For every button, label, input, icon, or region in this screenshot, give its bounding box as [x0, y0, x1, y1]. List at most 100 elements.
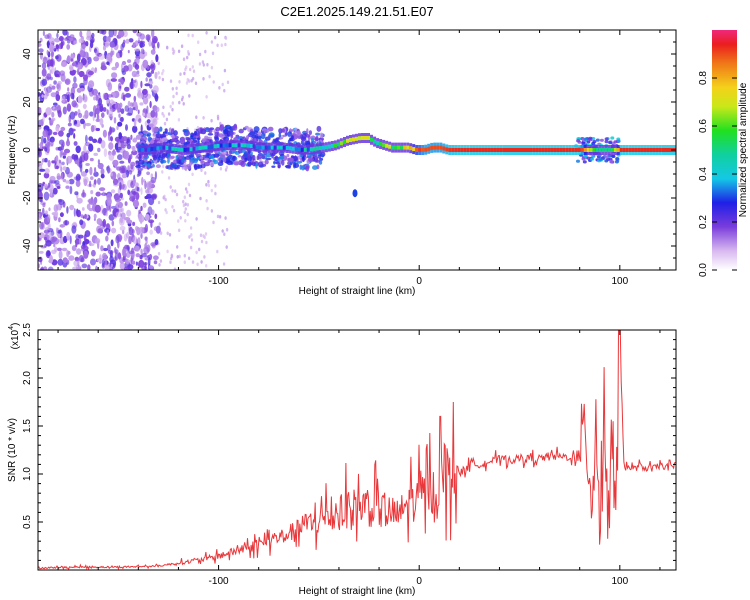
- spectrogram-ridge-core: [640, 148, 644, 152]
- spectrogram-noise-blob: [60, 126, 66, 132]
- spectrogram-noise-blob: [48, 232, 53, 241]
- spectrogram-noise-blob: [90, 258, 96, 266]
- spectrogram-ridge-core: [547, 148, 551, 152]
- spectrogram-noise-blob: [153, 37, 157, 44]
- spectrogram-noise-blob: [183, 195, 186, 199]
- spectrogram-noise-blob: [86, 203, 91, 210]
- spectrogram-noise-blob: [147, 257, 151, 267]
- spectrogram-ridge-core: [475, 148, 479, 152]
- spectrogram-noise-blob: [135, 253, 141, 258]
- spectrogram-noise-blob: [125, 124, 128, 131]
- spectrogram-noise-blob: [101, 258, 105, 268]
- spectrogram-noise-blob: [148, 219, 155, 224]
- colorbar-ticks: 0.0 0.2 0.4 0.6 0.8: [698, 71, 737, 277]
- spectrogram-noise-blob: [41, 62, 47, 70]
- spectrogram-ridge-core: [385, 143, 389, 148]
- spectrogram-noise-blob: [85, 134, 88, 144]
- spectrogram-noise-blob: [157, 61, 160, 65]
- spectrogram-noise-blob: [62, 155, 66, 159]
- spectrogram-noise-blob: [92, 112, 95, 122]
- spectrogram-noise-blob: [162, 69, 165, 73]
- spectrogram-scatter-blob: [183, 165, 188, 171]
- spectrogram-noise-blob: [82, 94, 88, 103]
- spectrogram-noise-blob: [69, 111, 76, 120]
- spectrogram-noise-blob: [207, 179, 210, 184]
- spectrogram-ridge-core: [231, 143, 235, 148]
- spectrogram-ridge-core: [144, 147, 148, 152]
- spectrogram-ridge-core: [201, 145, 205, 150]
- spectrogram-noise-blob: [178, 80, 181, 84]
- spectrogram-noise-blob: [117, 154, 123, 161]
- spectrogram-marks: [38, 30, 676, 270]
- spectrogram-noise-blob: [214, 184, 217, 188]
- spectrogram-ridge-core: [466, 148, 470, 152]
- spectrogram-noise-blob: [112, 178, 119, 186]
- spectrogram-noise-blob: [71, 225, 77, 234]
- spectrogram-noise-blob: [120, 63, 124, 70]
- spectrogram-ridge-core: [604, 148, 608, 152]
- spectrogram-scatter-blob: [295, 130, 302, 136]
- spectrogram-noise-blob: [110, 78, 118, 82]
- spectrogram-noise-blob: [226, 80, 230, 85]
- spectrogram-noise-blob: [154, 106, 160, 113]
- spectrogram-scatter-blob: [315, 158, 319, 162]
- spectrogram-noise-blob: [119, 216, 124, 224]
- y-tick-label: 1.0: [22, 467, 33, 481]
- spectrogram-noise-blob: [46, 250, 51, 257]
- spectrogram-ridge-core: [330, 144, 334, 148]
- spectrogram-noise-blob: [58, 199, 65, 205]
- spectrogram-scatter-blob: [219, 124, 225, 131]
- spectrogram-noise-blob: [102, 129, 107, 138]
- spectrogram-noise-blob: [66, 31, 69, 37]
- spectrogram-noise-blob: [62, 235, 68, 244]
- spectrogram-scatter-blob: [183, 129, 189, 132]
- spectrogram-noise-blob: [146, 244, 151, 253]
- spectrogram-noise-blob: [114, 136, 120, 142]
- spectrogram-ridge-core: [327, 144, 331, 149]
- spectrogram-ridge-core: [352, 137, 355, 142]
- spectrogram-noise-blob: [162, 114, 166, 118]
- spectrogram-noise-blob: [61, 247, 68, 252]
- spectrogram-noise-blob: [121, 173, 127, 179]
- spectrogram-ridge-core: [451, 148, 455, 152]
- spectrogram-noise-blob: [124, 201, 128, 206]
- spectrogram-noise-blob: [110, 189, 116, 194]
- spectrogram-noise-blob: [73, 260, 79, 267]
- spectrogram-noise-blob: [62, 30, 68, 36]
- spectrogram-noise-blob: [65, 185, 70, 189]
- spectrogram-noise-blob: [69, 37, 74, 42]
- spectrogram-ridge-core: [484, 148, 488, 152]
- spectrogram-scatter-blob: [273, 160, 276, 165]
- colorbar-tick-label: 0.6: [698, 119, 709, 133]
- spectrogram-scatter-blob: [271, 153, 274, 159]
- spectrogram-scatter-blob: [317, 154, 322, 159]
- spectrogram-noise-blob: [210, 188, 213, 193]
- spectrogram-noise-blob: [142, 88, 149, 98]
- spectrogram-noise-blob: [141, 176, 144, 186]
- spectrogram-scatter-blob: [177, 164, 181, 168]
- spectrogram-scatter-blob: [204, 157, 210, 161]
- spectrogram-noise-blob: [93, 56, 100, 62]
- spectrogram-ridge-core: [505, 148, 509, 152]
- spectrogram-noise-blob: [43, 137, 47, 144]
- spectrogram-noise-blob: [94, 167, 97, 174]
- spectrogram-noise-blob: [42, 202, 46, 208]
- spectrogram-noise-blob: [171, 205, 174, 209]
- spectrogram-ridge-core: [665, 148, 668, 152]
- spectrogram-scatter-blob: [204, 135, 209, 140]
- spectrogram-scatter-blob: [296, 160, 303, 164]
- spectrogram-ridge-core: [622, 148, 626, 152]
- spectrogram-noise-blob: [129, 81, 135, 90]
- spectrogram-ridge-core: [297, 147, 301, 152]
- spectrogram-noise-blob: [195, 115, 198, 119]
- spectrogram-noise-blob: [97, 147, 101, 153]
- spectrogram-scatter-blob: [264, 136, 271, 141]
- spectrogram-noise-blob: [218, 86, 221, 90]
- spectrogram-noise-blob: [189, 67, 192, 72]
- spectrogram-scatter-blob: [161, 152, 167, 158]
- spectrogram-noise-blob: [99, 118, 104, 126]
- spectrogram-noise-blob: [185, 81, 189, 85]
- spectrogram-noise-blob: [142, 59, 149, 69]
- spectrogram-noise-blob: [224, 216, 227, 220]
- spectrogram-noise-blob: [154, 117, 159, 121]
